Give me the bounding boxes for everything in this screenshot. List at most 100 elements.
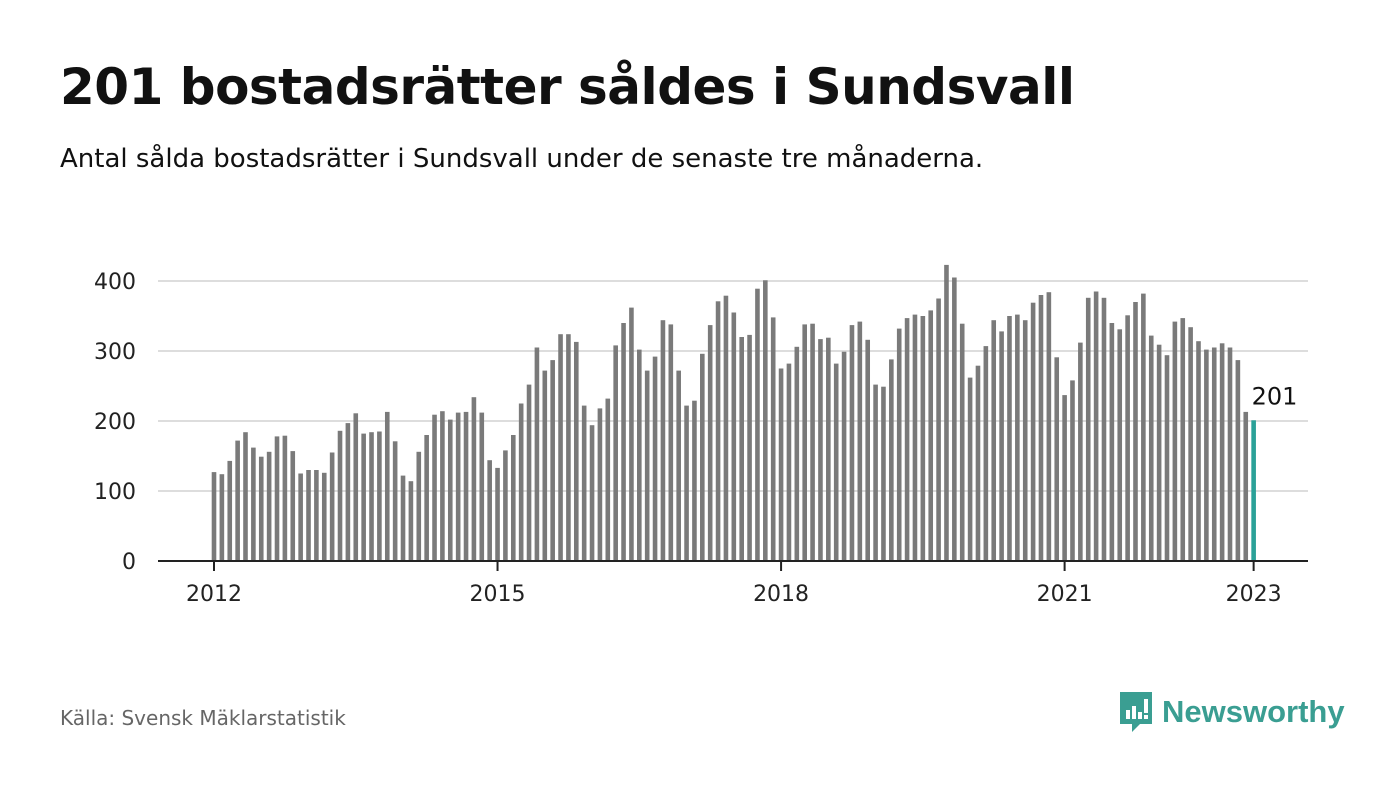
bar	[314, 470, 319, 561]
bar	[1046, 292, 1052, 561]
bar	[1204, 349, 1209, 561]
bar	[833, 363, 839, 561]
bar	[321, 472, 327, 561]
bar	[1007, 316, 1012, 561]
y-tick-label: 0	[122, 550, 136, 575]
bar	[849, 325, 855, 561]
bar	[353, 413, 359, 561]
y-tick-label: 200	[94, 410, 136, 435]
bar	[1164, 355, 1170, 561]
bar	[952, 277, 957, 561]
bar	[802, 324, 807, 561]
bars	[211, 264, 1256, 561]
bar	[629, 307, 634, 561]
bar	[495, 467, 500, 561]
bar	[503, 450, 508, 561]
bar	[1117, 329, 1123, 561]
x-tick-label: 2015	[470, 582, 526, 607]
bar	[1125, 315, 1130, 561]
x-tick-label: 2021	[1037, 582, 1093, 607]
y-tick-label: 100	[94, 480, 136, 505]
bar	[534, 347, 540, 561]
y-tick-label: 300	[94, 340, 136, 365]
bar	[424, 435, 429, 561]
bar	[479, 412, 485, 561]
x-tick-label: 2018	[753, 582, 809, 607]
bar	[518, 403, 524, 561]
chart-subtitle: Antal sålda bostadsrätter i Sundsvall un…	[60, 144, 984, 174]
bar	[794, 346, 800, 561]
bar	[1022, 320, 1028, 561]
bar	[258, 456, 264, 561]
bar	[731, 312, 737, 561]
bar	[1109, 323, 1115, 561]
bar	[1211, 347, 1217, 561]
bar	[219, 474, 225, 561]
bar	[369, 432, 374, 561]
bar	[1093, 291, 1099, 561]
bar	[306, 470, 311, 561]
bar	[447, 419, 453, 561]
bar	[1196, 341, 1201, 561]
bar	[1030, 302, 1036, 561]
bar	[455, 412, 461, 561]
bar	[274, 436, 280, 561]
bar	[707, 325, 713, 561]
bar	[991, 320, 997, 561]
source-note: Källa: Svensk Mäklarstatistik	[60, 706, 346, 730]
bar	[211, 472, 217, 561]
bar	[1038, 295, 1044, 561]
bar	[1219, 343, 1225, 561]
bar	[377, 431, 382, 561]
bar	[755, 288, 760, 561]
bar	[959, 323, 965, 561]
bar	[692, 400, 697, 561]
bar	[770, 317, 776, 561]
bar	[810, 323, 815, 561]
bar	[644, 370, 650, 561]
bar	[763, 280, 768, 561]
bar	[1156, 344, 1162, 561]
bar	[1243, 411, 1249, 561]
x-tick-label: 2023	[1226, 582, 1282, 607]
bar	[440, 411, 445, 561]
bar	[786, 363, 792, 561]
bar	[392, 441, 398, 561]
bar	[944, 264, 949, 561]
bar	[266, 451, 272, 561]
bar	[999, 331, 1004, 561]
bar	[471, 397, 477, 561]
bar	[881, 386, 886, 561]
bar	[400, 475, 406, 561]
bar	[1085, 297, 1091, 561]
bar	[826, 337, 831, 561]
bar	[660, 320, 666, 561]
bar	[668, 324, 674, 561]
bar	[550, 360, 555, 561]
bar	[967, 377, 973, 561]
bar	[1062, 395, 1067, 561]
bar	[715, 301, 721, 561]
y-tick-label: 400	[94, 270, 136, 295]
bar	[463, 411, 469, 561]
bar	[778, 368, 784, 561]
bar	[1070, 380, 1075, 561]
bar	[384, 411, 390, 561]
bar	[1141, 293, 1146, 561]
bar	[1235, 360, 1241, 561]
bar	[597, 408, 603, 561]
bar	[841, 351, 847, 561]
bar	[613, 345, 618, 561]
bar	[526, 384, 532, 561]
bar	[566, 334, 571, 561]
bar	[912, 314, 918, 561]
bar	[1227, 347, 1233, 561]
bar	[1101, 297, 1107, 561]
bar	[282, 435, 288, 561]
newsworthy-logo[interactable]: Newsworthy	[1118, 690, 1345, 734]
bar	[361, 433, 366, 561]
bar	[896, 328, 902, 561]
bar	[345, 423, 351, 561]
bar	[581, 405, 587, 561]
bar	[227, 460, 233, 561]
